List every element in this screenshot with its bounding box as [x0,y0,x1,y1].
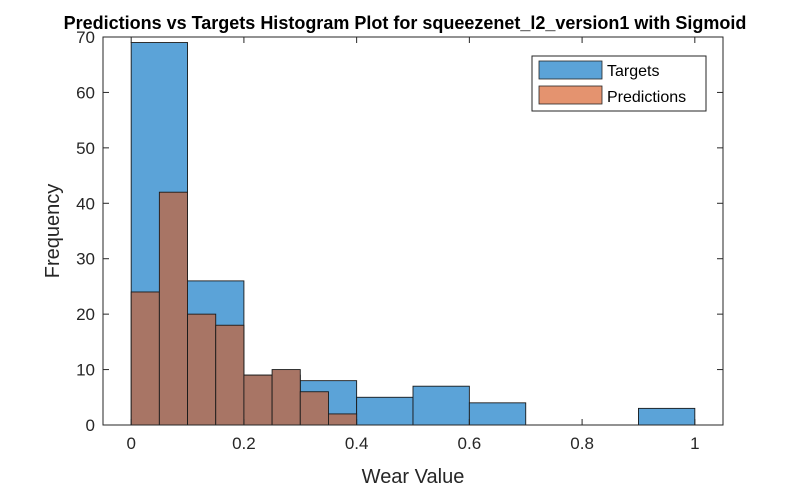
y-tick-label: 50 [76,139,95,158]
predictions-bar [158,191,188,426]
predictions-bar [299,391,329,426]
targets-bar [468,402,527,426]
y-tick-label: 0 [86,416,95,435]
targets-bar [356,396,414,426]
x-tick-label: 0 [126,434,135,453]
legend-swatch-predictions [538,85,603,105]
y-tick-label: 10 [76,361,95,380]
axes-box [102,36,724,426]
x-axis-label: Wear Value [362,466,465,488]
legend-label-predictions: Predictions [607,89,686,106]
predictions-bars [130,191,358,426]
x-tick-label: 0.2 [232,434,256,453]
y-tick-label: 70 [76,28,95,47]
x-tick-label: 0.4 [345,434,369,453]
predictions-bar [243,374,273,426]
predictions-bar [187,313,217,426]
y-tick-label: 60 [76,83,95,102]
targets-bar [412,385,470,426]
y-tick-label: 30 [76,250,95,269]
x-axis-ticks: 0 0.2 0.4 0.6 0.8 1 [126,37,700,453]
legend-label-targets: Targets [607,63,659,80]
predictions-bar [130,291,160,426]
predictions-bar [328,413,358,426]
y-tick-label: 20 [76,305,95,324]
x-tick-label: 1 [690,434,699,453]
y-tick-label: 40 [76,194,95,213]
targets-bar [638,407,696,426]
y-axis-label: Frequency [42,184,64,279]
legend-swatch-targets [538,60,603,80]
x-tick-label: 0.6 [458,434,482,453]
predictions-bar [215,324,245,426]
predictions-bar [271,369,301,426]
x-tick-label: 0.8 [570,434,594,453]
chart-title: Predictions vs Targets Histogram Plot fo… [64,13,747,33]
y-axis-ticks: 0 10 20 30 40 50 60 70 [76,28,723,435]
legend: Targets Predictions [531,55,707,112]
